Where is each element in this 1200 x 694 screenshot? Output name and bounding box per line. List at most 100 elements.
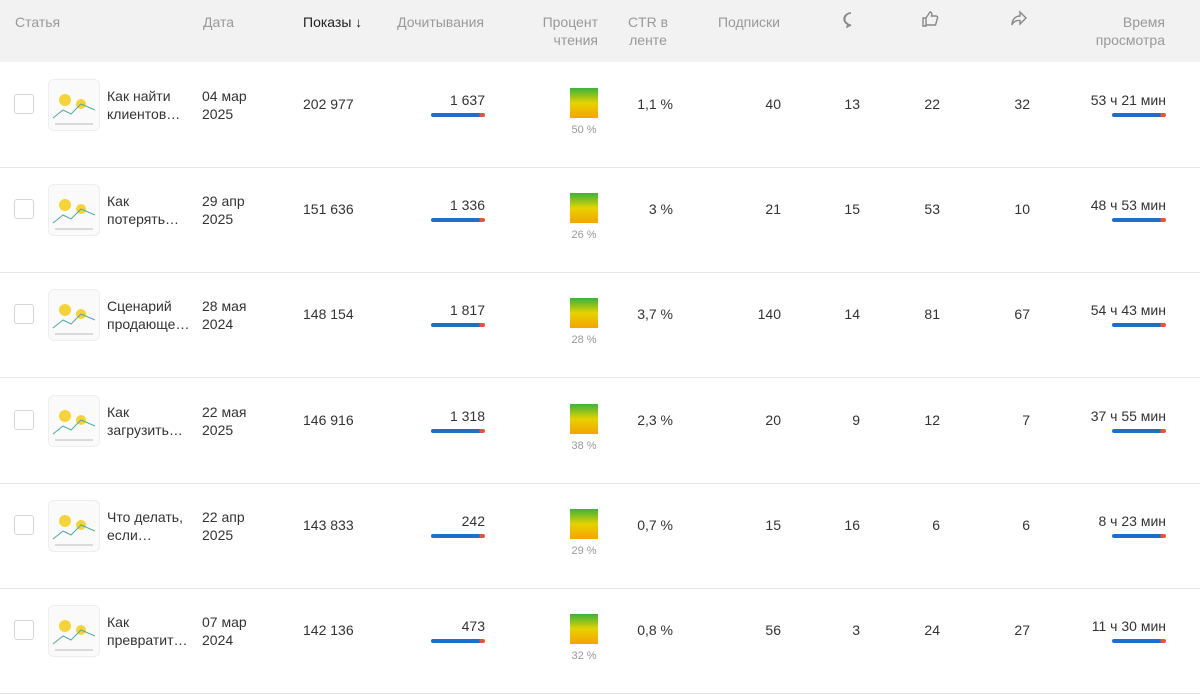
views: 142 136 <box>303 622 354 638</box>
ctr: 0,7 % <box>637 516 673 533</box>
read-percent: 29 % <box>571 544 597 557</box>
reads-bar <box>431 323 485 328</box>
watch-time: 11 ч 30 мин <box>1091 618 1166 634</box>
watch-time-bar <box>1112 323 1166 328</box>
thumbnail-art <box>52 94 96 125</box>
comments: 16 <box>844 516 860 533</box>
ctr: 0,8 % <box>637 622 673 638</box>
row-checkbox[interactable] <box>14 620 34 640</box>
watch-time-bar <box>1112 218 1166 223</box>
read-percent: 32 % <box>571 650 597 662</box>
read-percent-indicator <box>570 298 598 329</box>
shares: 7 <box>1022 411 1030 428</box>
table-row[interactable]: Сценарий продающе… 28 мая 2024 148 154 1 81… <box>0 272 1200 379</box>
shares: 6 <box>1022 516 1030 533</box>
article-thumbnail[interactable] <box>48 79 100 131</box>
publish-date: 22 мая 2025 <box>202 403 247 438</box>
article-title[interactable]: Как найти клиентов… <box>107 88 181 122</box>
col-views-label: Показы <box>303 14 352 30</box>
thumbnail-art <box>52 304 96 335</box>
watch-time: 48 ч 53 мин <box>1090 197 1166 214</box>
publish-date: 04 мар 2025 <box>202 88 247 122</box>
reads: 1 817 <box>449 302 485 319</box>
comments-icon[interactable] <box>842 11 860 29</box>
reads: 1 318 <box>449 407 485 424</box>
row-checkbox[interactable] <box>14 514 34 535</box>
read-percent: 50 % <box>571 124 597 136</box>
article-title[interactable]: Сценарий продающе… <box>107 298 190 333</box>
likes: 12 <box>924 411 940 428</box>
article-thumbnail[interactable] <box>48 605 100 657</box>
article-thumbnail[interactable] <box>48 499 100 552</box>
likes-icon[interactable] <box>921 10 939 28</box>
read-percent-indicator <box>570 193 598 224</box>
col-read-percent[interactable]: Процент чтения <box>542 14 598 48</box>
subscriptions: 21 <box>765 201 781 218</box>
ctr: 2,3 % <box>637 411 673 428</box>
reads: 242 <box>461 512 485 529</box>
article-thumbnail[interactable] <box>48 394 100 447</box>
read-percent-indicator <box>570 614 598 644</box>
subscriptions: 56 <box>765 622 781 638</box>
likes: 22 <box>924 96 940 112</box>
col-views[interactable]: Показы ↓ <box>303 14 363 30</box>
col-date[interactable]: Дата <box>203 14 235 30</box>
row-checkbox[interactable] <box>14 199 34 220</box>
comments: 9 <box>852 411 860 428</box>
table-header: Статья Дата Показы ↓ Дочитывания Процент… <box>0 0 1200 62</box>
subscriptions: 40 <box>765 96 781 112</box>
watch-time-bar <box>1112 639 1166 643</box>
read-percent-indicator <box>570 508 598 539</box>
table-row[interactable]: Что делать, если… 22 апр 2025 143 833 242 29… <box>0 483 1200 589</box>
thumbnail-art <box>52 514 96 546</box>
subscriptions: 15 <box>765 516 781 533</box>
views: 148 154 <box>303 306 354 323</box>
shares: 10 <box>1014 201 1030 218</box>
col-watch-time[interactable]: Время просмотра <box>1095 14 1165 48</box>
shares-icon[interactable] <box>1010 10 1028 28</box>
col-article[interactable]: Статья <box>15 14 61 30</box>
article-thumbnail[interactable] <box>48 184 100 237</box>
table-row[interactable]: Как найти клиентов… 04 мар 2025 202 977 1 6… <box>0 62 1200 168</box>
row-checkbox[interactable] <box>14 409 34 430</box>
likes: 53 <box>924 201 940 218</box>
ctr: 1,1 % <box>637 96 673 112</box>
ctr: 3 % <box>648 201 673 218</box>
table-row[interactable]: Как превратит… 07 мар 2024 142 136 473 32 % 0… <box>0 588 1200 694</box>
read-percent: 26 % <box>571 229 597 242</box>
table-row[interactable]: Как потерять… 29 апр 2025 151 636 1 336 26 %… <box>0 167 1200 274</box>
row-checkbox[interactable] <box>14 304 34 325</box>
likes: 81 <box>924 306 940 323</box>
article-title[interactable]: Как превратит… <box>107 614 188 648</box>
views: 143 833 <box>303 516 354 533</box>
thumbnail-art <box>52 620 96 651</box>
reads: 1 336 <box>449 197 485 214</box>
col-ctr[interactable]: CTR в ленте <box>627 14 669 48</box>
article-thumbnail[interactable] <box>48 289 100 342</box>
reads: 473 <box>461 618 485 634</box>
reads-bar <box>431 113 485 117</box>
reads-bar <box>431 639 485 643</box>
views: 146 916 <box>303 411 354 428</box>
shares: 67 <box>1014 306 1030 323</box>
reads-bar <box>431 428 485 433</box>
read-percent-indicator <box>570 88 598 118</box>
publish-date: 29 апр 2025 <box>202 193 245 228</box>
watch-time-bar <box>1112 428 1166 433</box>
watch-time: 54 ч 43 мин <box>1090 302 1166 319</box>
ctr: 3,7 % <box>637 306 673 323</box>
comments: 3 <box>852 622 860 638</box>
article-title[interactable]: Как потерять… <box>107 193 180 228</box>
views: 151 636 <box>303 201 354 218</box>
reads-bar <box>431 533 485 538</box>
read-percent: 38 % <box>571 439 597 452</box>
row-checkbox[interactable] <box>14 94 34 114</box>
subscriptions: 140 <box>757 306 781 323</box>
table-row[interactable]: Как загрузить… 22 мая 2025 146 916 1 318 38 … <box>0 378 1200 484</box>
thumbnail-art <box>52 409 96 441</box>
col-subscriptions[interactable]: Подписки <box>717 14 780 30</box>
col-reads[interactable]: Дочитывания <box>397 14 484 30</box>
article-title[interactable]: Как загрузить… <box>107 403 183 438</box>
publish-date: 07 мар 2024 <box>202 614 247 648</box>
article-title[interactable]: Что делать, если… <box>107 508 183 543</box>
